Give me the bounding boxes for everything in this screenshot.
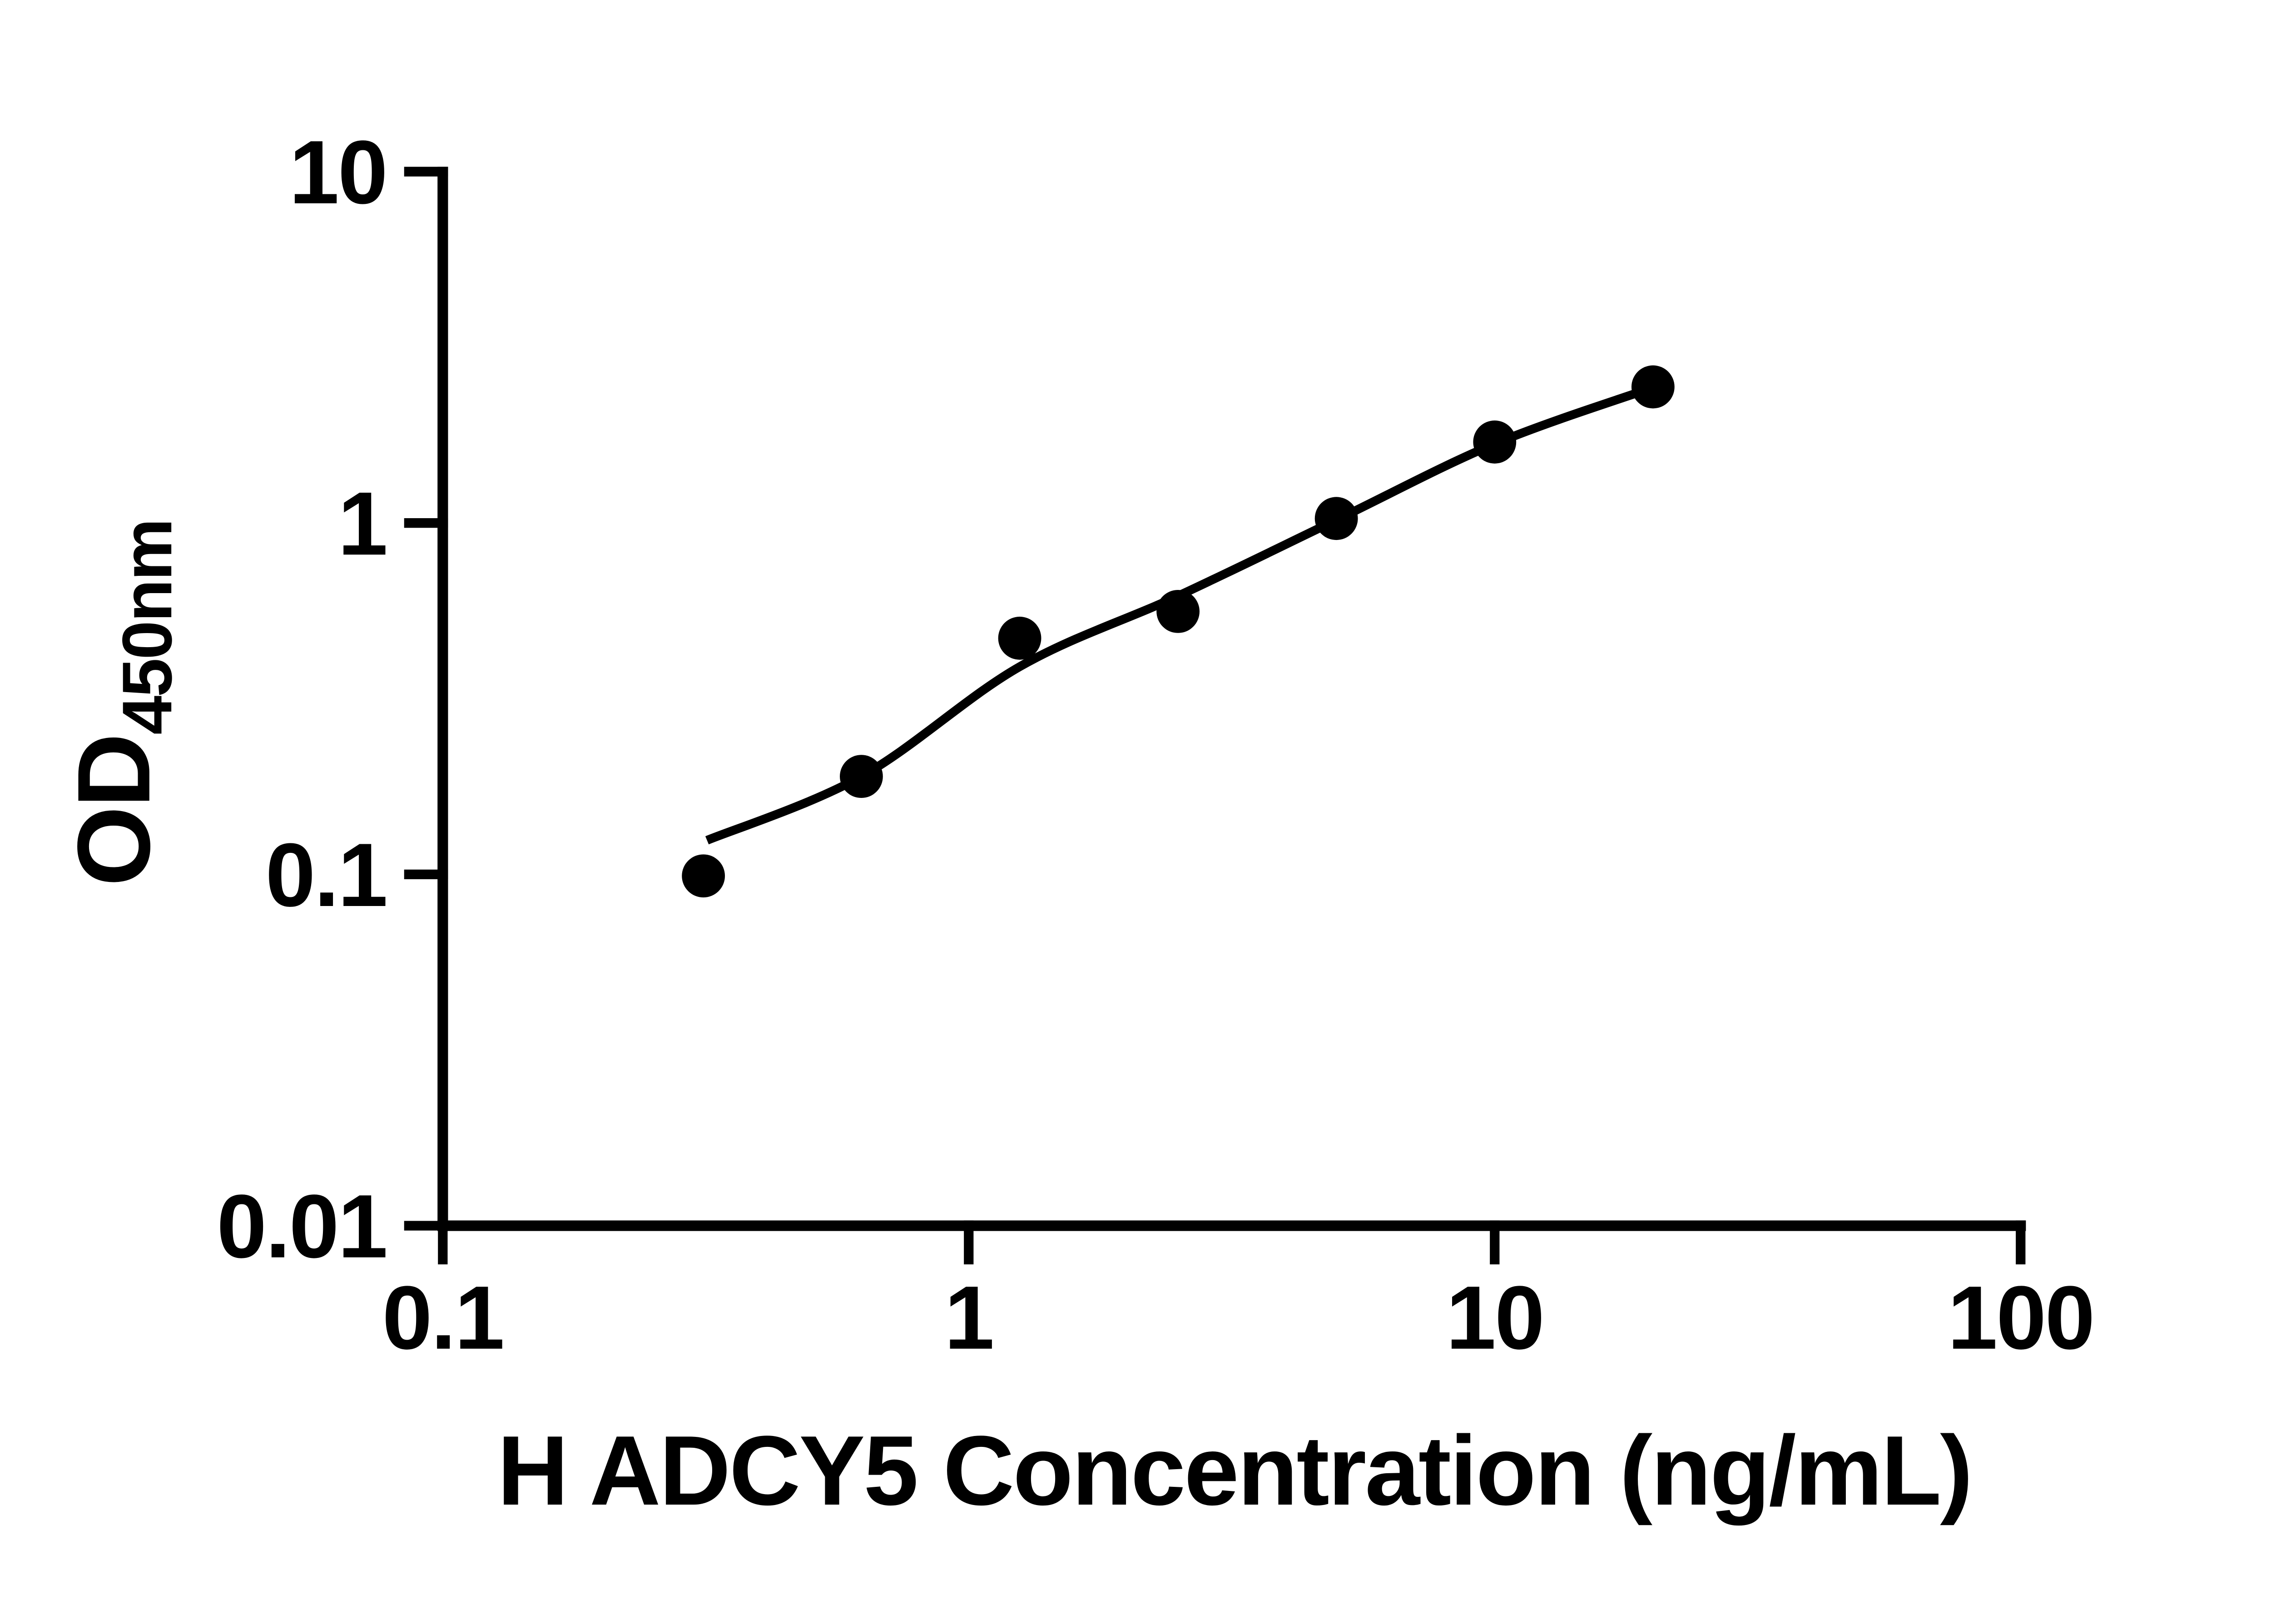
data-point-5	[1473, 420, 1517, 464]
y-axis-title: OD450nm	[56, 520, 186, 886]
data-point-3	[1156, 590, 1200, 633]
data-point-2	[998, 616, 1041, 660]
y-axis-title-subscript: 450nm	[108, 520, 186, 735]
y-axis-title-main: OD	[56, 735, 172, 886]
data-point-4	[1314, 497, 1358, 540]
y-tick-label-0.1: 0.1	[265, 825, 387, 926]
x-tick-label-100: 100	[1948, 1268, 2094, 1368]
y-tick-label-0.01: 0.01	[217, 1177, 387, 1277]
x-tick-label-10: 10	[1446, 1268, 1544, 1368]
x-axis-title: H ADCY5 Concentration (ng/mL)	[497, 1416, 1972, 1526]
y-tick-label-1: 1	[338, 474, 387, 574]
x-tick-label-0.1: 0.1	[382, 1268, 504, 1368]
data-point-0	[682, 854, 725, 898]
y-tick-label-10: 10	[289, 123, 387, 223]
x-tick-label-1: 1	[944, 1268, 993, 1368]
data-point-6	[1631, 365, 1675, 409]
data-point-1	[840, 755, 883, 798]
